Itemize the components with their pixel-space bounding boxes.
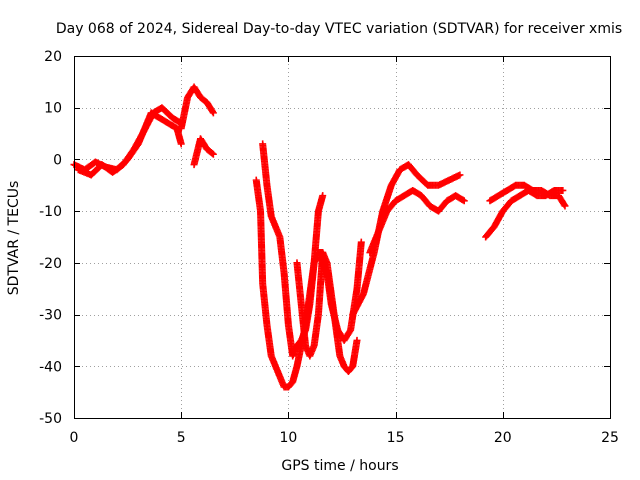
data-point-marker [208, 149, 216, 157]
data-point-marker [561, 202, 569, 210]
y-tick-label: 20 [44, 49, 62, 65]
x-tick-label: 0 [70, 430, 79, 446]
y-tick-label: 0 [53, 152, 62, 168]
data-point-marker [177, 140, 185, 148]
y-tick-label: 10 [44, 101, 62, 117]
data-point-marker [319, 192, 327, 200]
data-point-marker [560, 201, 568, 209]
x-axis-label: GPS time / hours [281, 458, 398, 474]
y-tick-label: -20 [39, 256, 62, 272]
axis-ticks: 0 5 10 15 20 25 -50 -40 -30 -20 -10 0 10 20 [39, 49, 619, 446]
data-point-marker [460, 197, 468, 205]
data-point-marker [209, 150, 217, 158]
y-tick-label: -40 [39, 359, 62, 375]
x-tick-label: 15 [387, 430, 405, 446]
data-point-marker [353, 336, 361, 344]
y-tick-label: -10 [39, 204, 62, 220]
chart-title: Day 068 of 2024, Sidereal Day-to-day VTE… [56, 21, 622, 37]
y-axis-label: SDTVAR / TECUs [6, 181, 22, 296]
x-tick-label: 5 [177, 430, 186, 446]
data-point-marker [357, 238, 365, 246]
data-point-marker [559, 186, 567, 194]
x-tick-label: 20 [494, 430, 512, 446]
data-point-marker [209, 108, 217, 116]
x-tick-label: 10 [279, 430, 297, 446]
data-point-marker [209, 109, 217, 117]
data-markers [70, 83, 569, 391]
grid-lines [74, 56, 610, 418]
data-point-marker [456, 171, 464, 179]
y-tick-label: -30 [39, 308, 62, 324]
x-tick-label: 25 [601, 430, 619, 446]
y-tick-label: -50 [39, 411, 62, 427]
plot-frame [74, 56, 611, 419]
